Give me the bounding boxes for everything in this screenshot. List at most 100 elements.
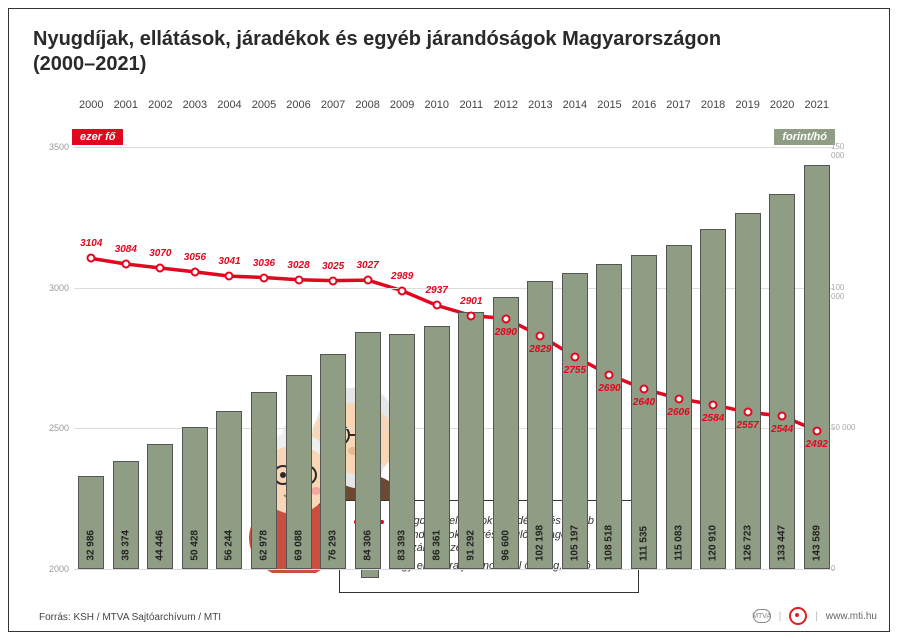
bar: 120 910: [700, 229, 726, 569]
line-point: [398, 286, 407, 295]
line-value-label: 3084: [115, 244, 137, 255]
footer-source: Forrás: KSH / MTVA Sajtóarchívum / MTI: [39, 612, 221, 623]
bar-label: 83 393: [397, 530, 408, 561]
bar-label: 126 723: [742, 525, 753, 561]
line-value-label: 3028: [287, 260, 309, 271]
left-axis-badge: ezer fő: [72, 129, 123, 145]
mtva-logo-icon: MTVA: [753, 609, 771, 623]
footer-url: www.mti.hu: [826, 611, 877, 622]
line-point: [709, 400, 718, 409]
line-value-label: 3041: [218, 256, 240, 267]
line-point: [156, 263, 165, 272]
x-tick: 2011: [454, 99, 488, 111]
bar-label: 69 088: [293, 530, 304, 561]
line-point: [87, 254, 96, 263]
chart-area: ezer fő forint/hó: [39, 119, 859, 589]
line-value-label: 2544: [771, 424, 793, 435]
y-tick-right: 0: [831, 564, 859, 573]
bar-label: 44 446: [155, 530, 166, 561]
line-point: [467, 311, 476, 320]
gridline: [74, 569, 834, 570]
line-value-label: 2901: [460, 296, 482, 307]
bar: 108 518: [596, 264, 622, 569]
y-tick-left: 3500: [39, 142, 69, 152]
bar: 38 374: [113, 461, 139, 569]
x-tick: 2017: [662, 99, 696, 111]
line-value-label: 3056: [184, 252, 206, 263]
line-value-label: 2492: [806, 439, 828, 450]
bar-label: 32 986: [86, 530, 97, 561]
y-tick-right: 100 000: [831, 283, 859, 301]
line-value-label: 2606: [667, 407, 689, 418]
bar-label: 105 197: [569, 525, 580, 561]
y-tick-right: 50 000: [831, 423, 859, 432]
line-point: [121, 260, 130, 269]
footer-right: MTVA | | www.mti.hu: [753, 607, 877, 625]
title-line-1: Nyugdíjak, ellátások, járadékok és egyéb…: [33, 28, 721, 50]
line-value-label: 2690: [598, 383, 620, 394]
line-point: [674, 394, 683, 403]
chart-title: Nyugdíjak, ellátások, járadékok és egyéb…: [33, 27, 721, 77]
bar: 86 361: [424, 326, 450, 569]
bar-label: 108 518: [604, 525, 615, 561]
x-tick: 2001: [109, 99, 143, 111]
line-value-label: 3104: [80, 238, 102, 249]
line-value-label: 2557: [737, 420, 759, 431]
bar: 76 293: [320, 354, 346, 569]
y-tick-left: 2000: [39, 564, 69, 574]
line-point: [432, 301, 441, 310]
outer-frame: Nyugdíjak, ellátások, járadékok és egyéb…: [8, 8, 890, 632]
line-value-label: 2890: [495, 327, 517, 338]
bar-rect: [700, 229, 726, 569]
bar-label: 56 244: [224, 530, 235, 561]
right-axis-badge: forint/hó: [774, 129, 835, 145]
x-tick: 2008: [351, 99, 385, 111]
bar: 69 088: [286, 375, 312, 569]
bar: 133 447: [769, 194, 795, 569]
bar-rect: [493, 297, 519, 569]
bar: 56 244: [216, 411, 242, 569]
line-point: [190, 267, 199, 276]
x-tick: 2020: [765, 99, 799, 111]
line-point: [605, 370, 614, 379]
x-tick: 2010: [420, 99, 454, 111]
x-tick: 2021: [800, 99, 834, 111]
line-point: [536, 331, 545, 340]
x-tick: 2006: [282, 99, 316, 111]
bar-label: 102 198: [535, 525, 546, 561]
line-value-label: 2640: [633, 397, 655, 408]
line-value-label: 2829: [529, 344, 551, 355]
line-point: [225, 272, 234, 281]
line-value-label: 2989: [391, 271, 413, 282]
line-point: [812, 426, 821, 435]
x-tick: 2000: [74, 99, 108, 111]
bar-label: 111 535: [639, 526, 650, 561]
x-tick: 2016: [627, 99, 661, 111]
bar-label: 96 600: [500, 530, 511, 561]
line-point: [260, 273, 269, 282]
x-tick: 2005: [247, 99, 281, 111]
bar: 44 446: [147, 444, 173, 569]
bar-label: 84 306: [362, 530, 373, 561]
bar: 105 197: [562, 273, 588, 569]
bar: 126 723: [735, 213, 761, 570]
bar: 91 292: [458, 312, 484, 569]
legend-box: Nyugdíjak, ellátások, járadékok és egyéb…: [339, 500, 639, 593]
line-value-label: 3070: [149, 248, 171, 259]
gridline: [74, 147, 834, 148]
line-value-label: 3036: [253, 258, 275, 269]
bar-label: 50 428: [189, 530, 200, 561]
bar-rect: [804, 165, 830, 569]
line-point: [501, 314, 510, 323]
line-point: [640, 384, 649, 393]
bar: 143 589: [804, 165, 830, 569]
title-line-2: (2000–2021): [33, 53, 146, 75]
x-tick: 2002: [143, 99, 177, 111]
bar: 96 600: [493, 297, 519, 569]
x-tick: 2004: [212, 99, 246, 111]
bar-label: 91 292: [466, 530, 477, 561]
bar-rect: [735, 213, 761, 570]
bar-rect: [596, 264, 622, 569]
bar-label: 120 910: [708, 525, 719, 561]
bar-rect: [769, 194, 795, 569]
